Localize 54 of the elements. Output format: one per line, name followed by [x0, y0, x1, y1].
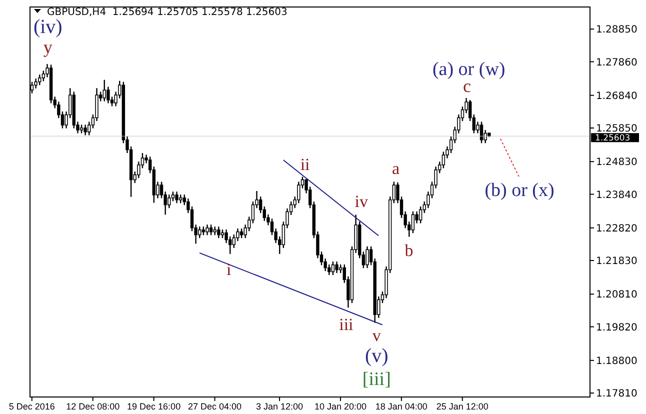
candlestick [84, 124, 87, 136]
candlestick [175, 191, 178, 204]
annotation: v [372, 326, 382, 345]
annotation: i [226, 260, 232, 279]
y-tick-label: 1.28850 [596, 24, 638, 36]
annotation: ii [300, 155, 310, 174]
annotation: iv [354, 192, 369, 211]
candlestick [411, 210, 415, 234]
y-tick-label: 1.24830 [596, 157, 638, 168]
ref-line-label: 1.25603 [595, 134, 630, 144]
candlestick [297, 181, 300, 204]
y-tick-label: 1.27860 [596, 57, 638, 68]
candlestick [206, 224, 209, 236]
candlestick [418, 206, 422, 224]
annotation: (v) [365, 345, 388, 367]
x-tick-label: 12 Dec 08:00 [66, 401, 120, 412]
x-tick-label: 5 Dec 2016 [8, 401, 55, 412]
candlestick [331, 260, 335, 276]
candlestick [209, 224, 213, 236]
candlestick [102, 79, 106, 102]
annotation: (iv) [33, 16, 62, 38]
annotation: a [392, 159, 400, 178]
y-tick-label: 1.20810 [596, 290, 638, 301]
annotation: b [404, 241, 414, 260]
chart-title: GBPUSD,H4 1.25694 1.25705 1.25578 1.25603 [47, 7, 288, 18]
candlestick [217, 226, 220, 239]
annotation: y [43, 37, 52, 57]
y-tick-label: 1.17810 [596, 388, 638, 400]
x-tick-label: 25 Jan 12:00 [436, 401, 488, 412]
annotation: (b) or (x) [484, 180, 554, 201]
candlestick [171, 191, 175, 202]
candlestick [480, 121, 484, 144]
y-tick-label: 1.19820 [596, 322, 638, 334]
y-tick-label: 1.22820 [596, 223, 638, 234]
y-tick-label: 1.23840 [596, 190, 638, 201]
annotation: [iii] [362, 369, 391, 390]
candlestick [335, 260, 338, 274]
candlestick [38, 74, 42, 86]
annotation: iii [339, 315, 354, 334]
y-tick-label: 1.18800 [596, 356, 638, 367]
candlestick [34, 78, 38, 90]
candlestick [366, 246, 369, 269]
x-tick-label: 10 Jan 20:00 [314, 401, 366, 412]
x-tick-label: 18 Jan 04:00 [375, 401, 428, 412]
x-tick-label: 27 Dec 04:00 [188, 401, 242, 412]
candlestick [240, 228, 244, 239]
y-tick-label: 1.25850 [596, 124, 638, 135]
y-tick-label: 1.26840 [596, 90, 638, 102]
x-tick-label: 3 Jan 12:00 [256, 401, 304, 412]
candlestick [168, 194, 171, 209]
y-tick-label: 1.21830 [596, 256, 638, 268]
candlestick [198, 226, 202, 239]
candlestick [88, 121, 91, 136]
x-tick-label: 19 Dec 16:00 [127, 401, 181, 412]
